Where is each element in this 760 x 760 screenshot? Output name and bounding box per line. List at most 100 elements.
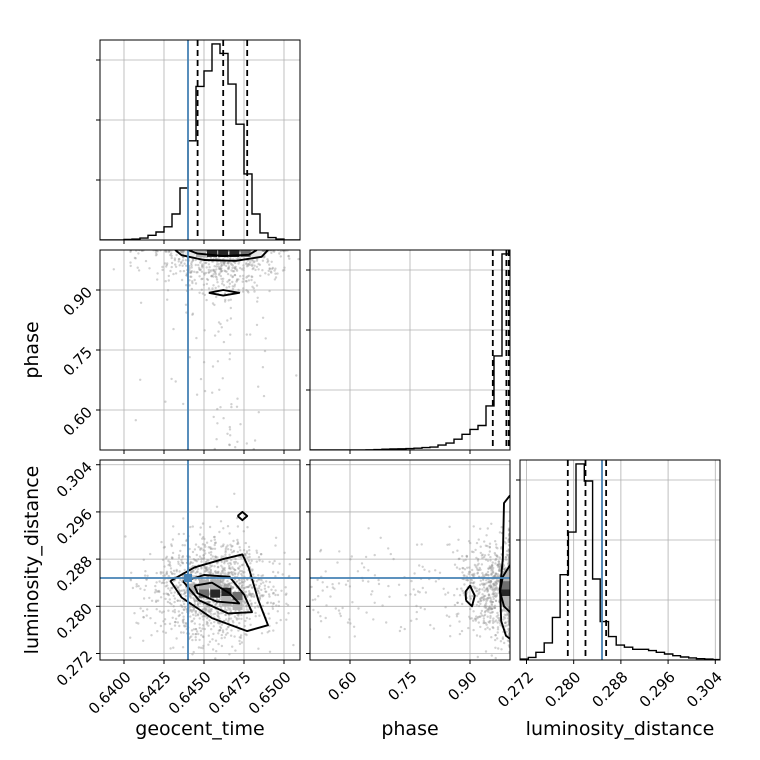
scatter-point	[222, 527, 225, 530]
scatter-point	[491, 564, 494, 567]
scatter-point	[194, 611, 197, 615]
scatter-point	[207, 271, 210, 274]
scatter-point	[237, 567, 240, 570]
scatter-point	[159, 624, 163, 628]
scatter-point	[242, 549, 246, 552]
scatter-point	[225, 584, 228, 587]
scatter-point	[234, 610, 237, 613]
scatter-point	[495, 615, 498, 618]
scatter-point	[504, 556, 508, 559]
scatter-point	[183, 608, 186, 612]
scatter-point	[487, 574, 490, 577]
scatter-point	[237, 278, 240, 281]
scatter-point	[488, 585, 491, 588]
scatter-point	[260, 579, 263, 582]
scatter-point	[169, 647, 172, 650]
scatter-point	[325, 604, 328, 607]
scatter-point	[434, 580, 438, 583]
scatter-point	[194, 559, 198, 562]
scatter-point	[215, 278, 219, 281]
scatter-point	[486, 615, 489, 618]
scatter-point	[188, 605, 192, 609]
scatter-point	[424, 591, 428, 594]
scatter-point	[482, 617, 486, 620]
scatter-point	[227, 262, 230, 265]
scatter-point	[177, 585, 180, 589]
scatter-point	[262, 594, 265, 597]
scatter-point	[201, 543, 205, 546]
scatter-point	[503, 641, 506, 645]
scatter-point	[344, 583, 348, 586]
grid-layer	[100, 40, 720, 660]
scatter-point	[455, 615, 459, 618]
scatter-point	[458, 620, 461, 623]
scatter-point	[224, 547, 227, 551]
scatter-point	[250, 264, 254, 268]
scatter-point	[444, 593, 447, 596]
scatter-point	[197, 266, 201, 269]
scatter-point	[228, 358, 231, 361]
scatter-point	[184, 259, 188, 262]
scatter-point	[483, 621, 486, 624]
scatter-point	[195, 393, 199, 396]
scatter-point	[247, 263, 250, 266]
scatter-point	[477, 621, 480, 624]
scatter-point	[229, 298, 232, 301]
scatter-point	[163, 574, 167, 577]
scatter-point	[231, 566, 234, 569]
scatter-point	[285, 592, 288, 595]
scatter-point	[191, 313, 194, 316]
scatter-point	[167, 609, 170, 612]
scatter-point	[505, 553, 509, 556]
scatter-point	[260, 588, 263, 592]
scatter-point	[469, 597, 472, 601]
scatter-point	[201, 264, 204, 267]
contour-line	[182, 574, 253, 615]
scatter-point	[204, 271, 208, 275]
scatter-point	[455, 587, 459, 591]
scatter-point	[231, 275, 234, 279]
scatter-point	[212, 270, 215, 273]
scatter-point	[490, 607, 494, 610]
scatter-point	[507, 539, 510, 542]
scatter-point	[181, 555, 185, 558]
scatter-point	[243, 553, 246, 556]
scatter-point	[457, 612, 460, 615]
scatter-point	[208, 640, 212, 643]
scatter-point	[274, 267, 277, 270]
scatter-point	[497, 563, 500, 566]
scatter-point	[473, 574, 476, 577]
scatter-point	[189, 271, 192, 274]
scatter-point	[227, 618, 231, 621]
scatter-point	[192, 650, 195, 654]
scatter-point	[223, 562, 226, 565]
x-tick-label-luminosity_distance: 0.296	[636, 668, 679, 711]
scatter-point	[203, 293, 206, 297]
scatter-point	[220, 267, 223, 270]
scatter-point	[202, 272, 206, 275]
density-cell	[232, 591, 243, 602]
scatter-point	[357, 607, 360, 610]
scatter-point	[191, 312, 195, 315]
scatter-point	[451, 551, 455, 554]
scatter-point	[473, 587, 477, 590]
scatter-point	[225, 546, 228, 549]
scatter-point	[491, 570, 495, 574]
scatter-point	[155, 599, 158, 602]
scatter-point	[215, 598, 219, 601]
scatter-point	[198, 617, 201, 620]
scatter-point	[220, 270, 223, 273]
scatter-point	[230, 269, 233, 272]
scatter-point	[507, 562, 510, 565]
scatter-point	[227, 265, 231, 268]
scatter-point	[168, 561, 172, 564]
scatter-point	[205, 569, 209, 572]
scatter-point	[190, 266, 193, 269]
scatter-point	[202, 635, 205, 639]
scatter-point	[507, 617, 510, 620]
panel-frame-luminosity_distance	[519, 459, 721, 661]
scatter-point	[472, 582, 475, 585]
scatter-point	[139, 607, 142, 610]
scatter-point	[227, 279, 231, 282]
scatter-point	[272, 591, 275, 595]
